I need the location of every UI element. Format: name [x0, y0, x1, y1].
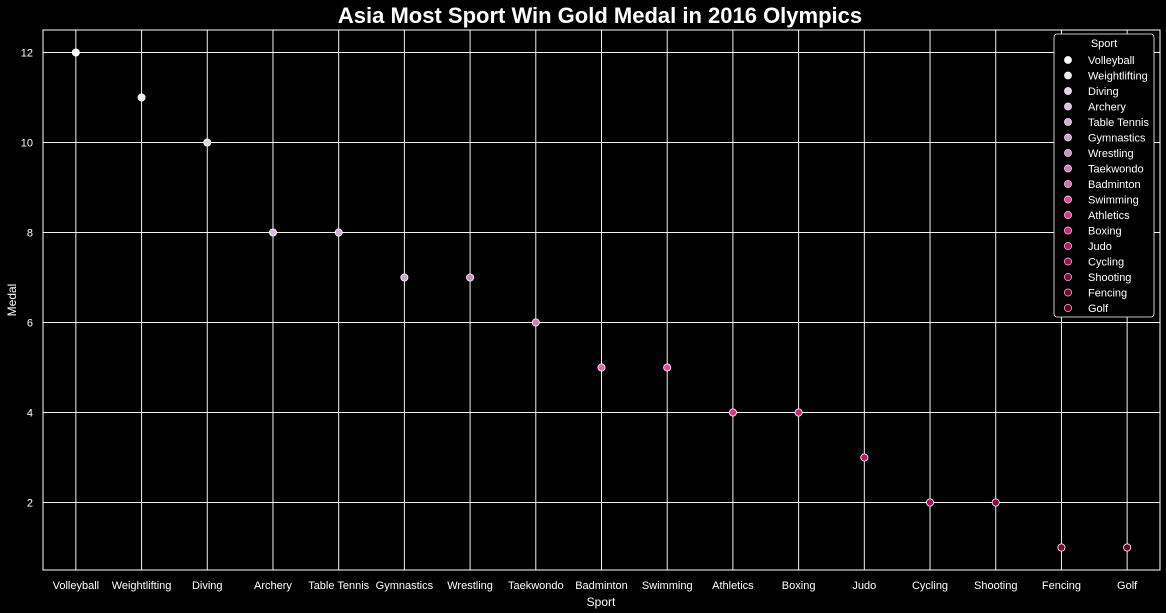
- legend-marker: [1064, 273, 1072, 281]
- legend-marker: [1064, 102, 1072, 111]
- legend-marker: [1064, 133, 1072, 142]
- legend-entry: Diving: [1088, 86, 1119, 98]
- x-tick-label: Wrestling: [447, 580, 493, 592]
- legend-marker: [1064, 288, 1072, 297]
- x-tick-label: Swimming: [642, 580, 693, 592]
- legend-marker: [1064, 226, 1072, 235]
- legend-title: Sport: [1091, 38, 1117, 50]
- data-point: [1123, 543, 1132, 552]
- x-tick-label: Taekwondo: [508, 580, 564, 592]
- legend-entry: Weightlifting: [1088, 71, 1148, 83]
- x-tick-label: Judo: [852, 580, 876, 592]
- legend: Sport Volleyball Weightlifting Diving Arche…: [1053, 33, 1155, 318]
- legend-marker: [1064, 211, 1072, 219]
- legend-entry: Badminton: [1088, 179, 1141, 191]
- x-axis-label: Sport: [587, 595, 616, 609]
- data-point: [203, 138, 212, 147]
- legend-entry: Athletics: [1088, 210, 1130, 222]
- y-tick-label: 4: [27, 408, 33, 420]
- legend-entry: Volleyball: [1088, 55, 1134, 67]
- legend-marker: [1064, 164, 1072, 173]
- data-point: [400, 273, 409, 282]
- x-tick-label: Cycling: [912, 580, 948, 592]
- data-point: [1057, 543, 1066, 552]
- data-point: [334, 228, 343, 237]
- data-point: [71, 48, 80, 57]
- legend-marker: [1064, 87, 1072, 95]
- legend-marker: [1064, 304, 1072, 312]
- data-point: [663, 363, 672, 372]
- data-point: [794, 408, 803, 417]
- legend-entry: Shooting: [1088, 272, 1131, 284]
- x-tick-label: Volleyball: [53, 580, 99, 592]
- data-point: [597, 363, 606, 372]
- y-axis-label: Medal: [5, 284, 19, 317]
- legend-entry: Archery: [1088, 102, 1126, 114]
- y-tick-labels: 2 4 6 8 10 12: [21, 48, 33, 510]
- grid-layer: [43, 30, 1160, 570]
- data-point: [531, 318, 540, 327]
- legend-entry: Swimming: [1088, 195, 1139, 207]
- x-tick-label: Diving: [192, 580, 223, 592]
- legend-marker: [1064, 56, 1072, 64]
- legend-entry: Golf: [1088, 303, 1109, 315]
- y-tick-label: 6: [27, 318, 33, 330]
- legend-entry: Taekwondo: [1088, 164, 1144, 176]
- x-tick-label: Archery: [254, 580, 292, 592]
- legend-marker: [1064, 71, 1072, 80]
- data-point: [466, 273, 475, 282]
- legend-marker: [1064, 242, 1072, 250]
- x-tick-label: Table Tennis: [308, 580, 369, 592]
- legend-entry: Cycling: [1088, 257, 1124, 269]
- y-tick-label: 10: [21, 138, 33, 150]
- x-tick-labels: Volleyball Weightlifting Diving Archery Tabl…: [53, 580, 1139, 592]
- y-tick-label: 12: [21, 48, 33, 60]
- legend-entry: Gymnastics: [1088, 133, 1146, 145]
- legend-entry: Table Tennis: [1088, 117, 1149, 129]
- plot-frame: [42, 29, 1161, 571]
- legend-items: Volleyball Weightlifting Diving Archery Tabl…: [1064, 55, 1149, 315]
- legend-marker: [1064, 257, 1072, 266]
- legend-entry: Fencing: [1088, 288, 1127, 300]
- data-point: [860, 453, 869, 462]
- data-point: [926, 498, 935, 507]
- legend-marker: [1064, 118, 1072, 126]
- x-tick-label: Shooting: [974, 580, 1017, 592]
- x-tick-label: Golf: [1117, 580, 1138, 592]
- legend-marker: [1064, 149, 1072, 157]
- x-tick-label: Boxing: [782, 580, 816, 592]
- x-tick-label: Weightlifting: [112, 580, 172, 592]
- legend-entry: Wrestling: [1088, 148, 1134, 160]
- legend-marker: [1064, 180, 1072, 188]
- data-point: [991, 498, 1000, 507]
- data-points: [71, 48, 1132, 552]
- data-point: [268, 228, 277, 237]
- y-tick-label: 2: [27, 498, 33, 510]
- x-tick-label: Badminton: [575, 580, 628, 592]
- data-point: [137, 93, 146, 102]
- legend-entry: Judo: [1088, 241, 1112, 253]
- data-point: [728, 408, 737, 417]
- x-tick-label: Fencing: [1042, 580, 1081, 592]
- x-tick-label: Athletics: [712, 580, 754, 592]
- legend-entry: Boxing: [1088, 226, 1122, 238]
- legend-marker: [1064, 195, 1072, 204]
- x-tick-label: Gymnastics: [376, 580, 434, 592]
- y-tick-label: 8: [27, 228, 33, 240]
- legend-frame: [1053, 33, 1155, 318]
- chart-title: Asia Most Sport Win Gold Medal in 2016 O…: [338, 3, 862, 28]
